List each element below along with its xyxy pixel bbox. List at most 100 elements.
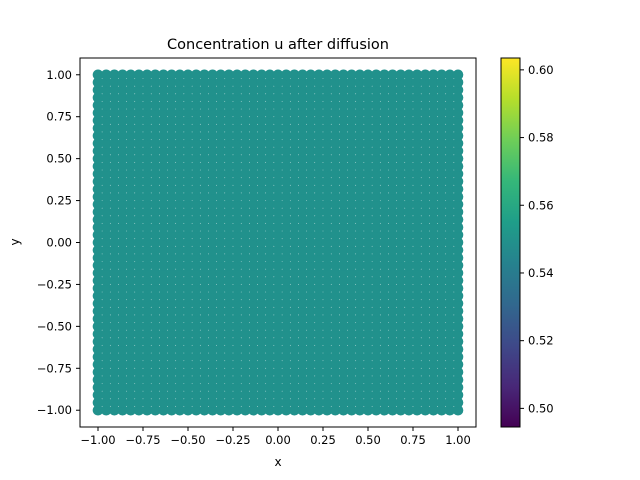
scatter-point	[158, 389, 169, 401]
scatter-point	[321, 99, 333, 111]
scatter-point	[428, 351, 439, 363]
scatter-point	[411, 160, 423, 172]
scatter-point	[338, 115, 349, 126]
scatter-point	[223, 191, 235, 203]
scatter-point	[305, 199, 317, 210]
scatter-point	[248, 397, 259, 408]
scatter-point	[125, 260, 137, 271]
scatter-point	[117, 282, 128, 294]
scatter-point	[403, 130, 415, 142]
scatter-point	[419, 221, 431, 233]
scatter-point	[239, 183, 251, 195]
scatter-point	[215, 298, 227, 309]
scatter-point	[133, 260, 145, 271]
scatter-point	[395, 115, 407, 126]
scatter-point	[346, 275, 357, 286]
scatter-point	[297, 260, 308, 271]
scatter-point	[190, 321, 202, 332]
scatter-point	[280, 343, 292, 355]
scatter-point	[182, 343, 194, 355]
scatter-point	[444, 206, 456, 218]
scatter-point	[313, 221, 325, 233]
scatter-point	[346, 130, 357, 142]
scatter-point	[223, 366, 235, 378]
scatter-point	[174, 214, 186, 225]
scatter-point	[199, 99, 210, 111]
scatter-point	[329, 69, 341, 81]
scatter-point	[395, 298, 407, 309]
scatter-point	[379, 267, 390, 279]
scatter-point	[182, 107, 194, 119]
scatter-point	[379, 275, 390, 286]
scatter-point	[280, 282, 292, 294]
scatter-point	[280, 107, 292, 119]
scatter-point	[141, 176, 153, 187]
scatter-point	[387, 176, 398, 187]
scatter-point	[452, 404, 464, 416]
scatter-point	[158, 130, 169, 142]
scatter-point	[436, 138, 447, 149]
scatter-point	[133, 214, 145, 225]
scatter-point	[428, 153, 439, 164]
scatter-point	[133, 275, 145, 286]
scatter-point	[379, 183, 390, 195]
scatter-point	[239, 313, 251, 325]
scatter-point	[370, 199, 382, 210]
scatter-point	[419, 92, 431, 103]
y-axis: −1.00−0.75−0.50−0.250.000.250.500.751.00	[37, 68, 80, 417]
scatter-point	[305, 160, 317, 172]
scatter-point	[100, 237, 112, 248]
scatter-point	[280, 351, 292, 363]
scatter-point	[297, 382, 308, 393]
scatter-point	[362, 305, 374, 317]
scatter-point	[452, 366, 464, 378]
scatter-point	[395, 107, 407, 119]
scatter-point	[272, 237, 284, 248]
scatter-point	[329, 389, 341, 401]
scatter-point	[239, 351, 251, 363]
scatter-point	[370, 267, 382, 279]
scatter-point	[264, 282, 276, 294]
scatter-point	[362, 69, 374, 81]
scatter-point	[174, 153, 186, 164]
scatter-point	[125, 237, 137, 248]
scatter-point	[370, 252, 382, 264]
scatter-point	[125, 298, 137, 309]
scatter-point	[297, 290, 308, 302]
scatter-point	[321, 351, 333, 363]
scatter-point	[239, 267, 251, 279]
scatter-point	[199, 351, 210, 363]
scatter-point	[248, 244, 259, 256]
scatter-point	[362, 351, 374, 363]
scatter-point	[141, 260, 153, 271]
scatter-point	[452, 199, 464, 210]
scatter-point	[280, 191, 292, 203]
scatter-point	[207, 77, 218, 88]
scatter-point	[313, 290, 325, 302]
scatter-point	[231, 183, 243, 195]
scatter-point	[297, 183, 308, 195]
scatter-point	[321, 343, 333, 355]
scatter-point	[133, 237, 145, 248]
scatter-point	[149, 69, 161, 81]
scatter-point	[231, 145, 243, 157]
scatter-point	[92, 343, 104, 355]
scatter-point	[117, 183, 128, 195]
scatter-point	[289, 191, 300, 203]
colorbar-tick-label: 0.52	[528, 334, 554, 348]
scatter-point	[395, 122, 407, 134]
scatter-point	[100, 214, 112, 225]
scatter-point	[313, 366, 325, 378]
scatter-point	[313, 260, 325, 271]
scatter-point	[190, 275, 202, 286]
scatter-point	[92, 404, 104, 416]
scatter-point	[411, 397, 423, 408]
scatter-point	[411, 176, 423, 187]
scatter-point	[231, 252, 243, 264]
scatter-point	[223, 138, 235, 149]
scatter-point	[182, 305, 194, 317]
scatter-point	[436, 168, 447, 180]
scatter-point	[199, 206, 210, 218]
scatter-point	[100, 282, 112, 294]
scatter-point	[403, 199, 415, 210]
